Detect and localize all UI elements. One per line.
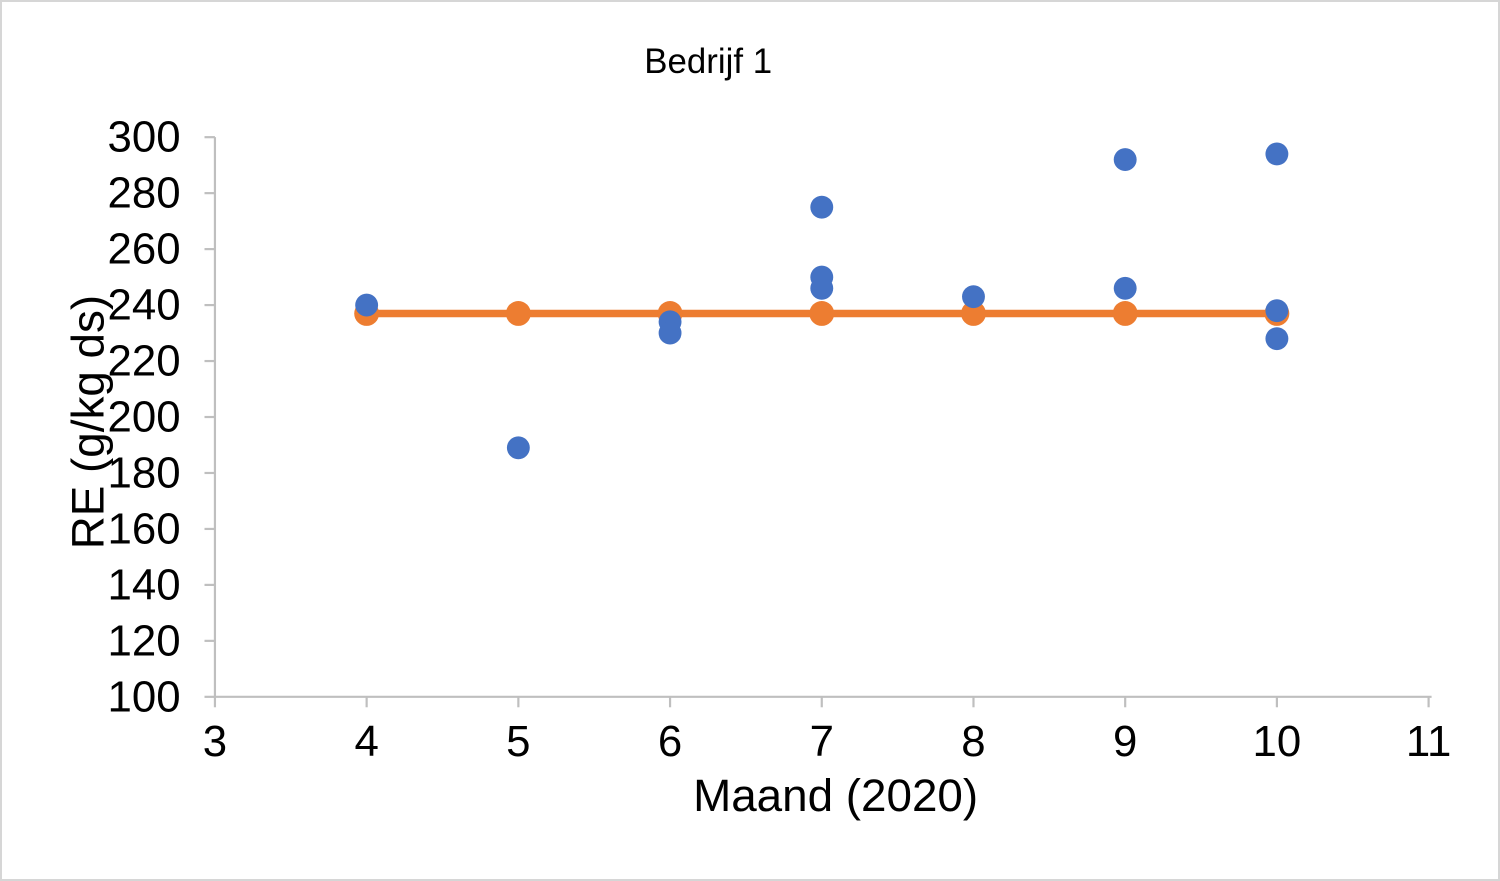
y-axis-title: RE (g/kg ds) — [63, 295, 114, 549]
scatter-point — [1265, 327, 1289, 351]
scatter-point — [962, 285, 985, 309]
x-axis-title: Maand (2020) — [693, 770, 978, 821]
chart-title: Bedrijf 1 — [644, 42, 772, 81]
scatter-point — [1265, 142, 1289, 166]
x-tick-label: 9 — [1113, 717, 1137, 766]
x-tick-label: 10 — [1253, 717, 1302, 766]
scatter-point — [810, 276, 834, 300]
scatter-point — [355, 293, 379, 317]
scatter-point — [1113, 148, 1137, 172]
x-tick-label: 7 — [810, 717, 834, 766]
x-tick-label: 4 — [354, 717, 378, 766]
tick-marks — [204, 136, 1430, 708]
line-marker — [809, 301, 835, 326]
y-tick-label: 140 — [108, 560, 181, 609]
line-marker — [1112, 301, 1138, 326]
scatter-point — [506, 436, 530, 460]
scatter-point — [810, 195, 834, 219]
y-tick-label: 220 — [108, 337, 181, 386]
y-tick-label: 240 — [108, 281, 181, 330]
y-tick-label: 180 — [108, 448, 181, 497]
series-blue-measurements — [355, 142, 1289, 460]
x-tick-label: 11 — [1406, 717, 1451, 766]
x-tick-label: 8 — [961, 717, 985, 766]
line-marker — [961, 301, 986, 326]
line-marker — [505, 301, 531, 326]
y-tick-label: 280 — [108, 169, 181, 218]
y-tick-label: 160 — [108, 504, 181, 553]
axes — [213, 137, 1432, 698]
y-tick-label: 120 — [108, 616, 181, 665]
tick-labels: 100 120 140 160 180 200 220 240 260 280 300 3 4 5 6 7 8 9… — [108, 113, 1452, 766]
y-tick-label: 100 — [108, 672, 181, 721]
y-tick-label: 260 — [108, 225, 181, 274]
scatter-point — [1113, 276, 1137, 300]
y-tick-label: 200 — [108, 393, 181, 442]
y-tick-label: 300 — [108, 113, 181, 162]
x-tick-label: 6 — [658, 717, 682, 766]
x-tick-label: 5 — [506, 717, 530, 766]
data-series — [354, 142, 1290, 460]
scatter-point — [658, 321, 682, 345]
scatter-point — [1265, 299, 1289, 323]
x-tick-label: 3 — [203, 717, 227, 766]
series-orange-reference-line — [354, 301, 1290, 326]
